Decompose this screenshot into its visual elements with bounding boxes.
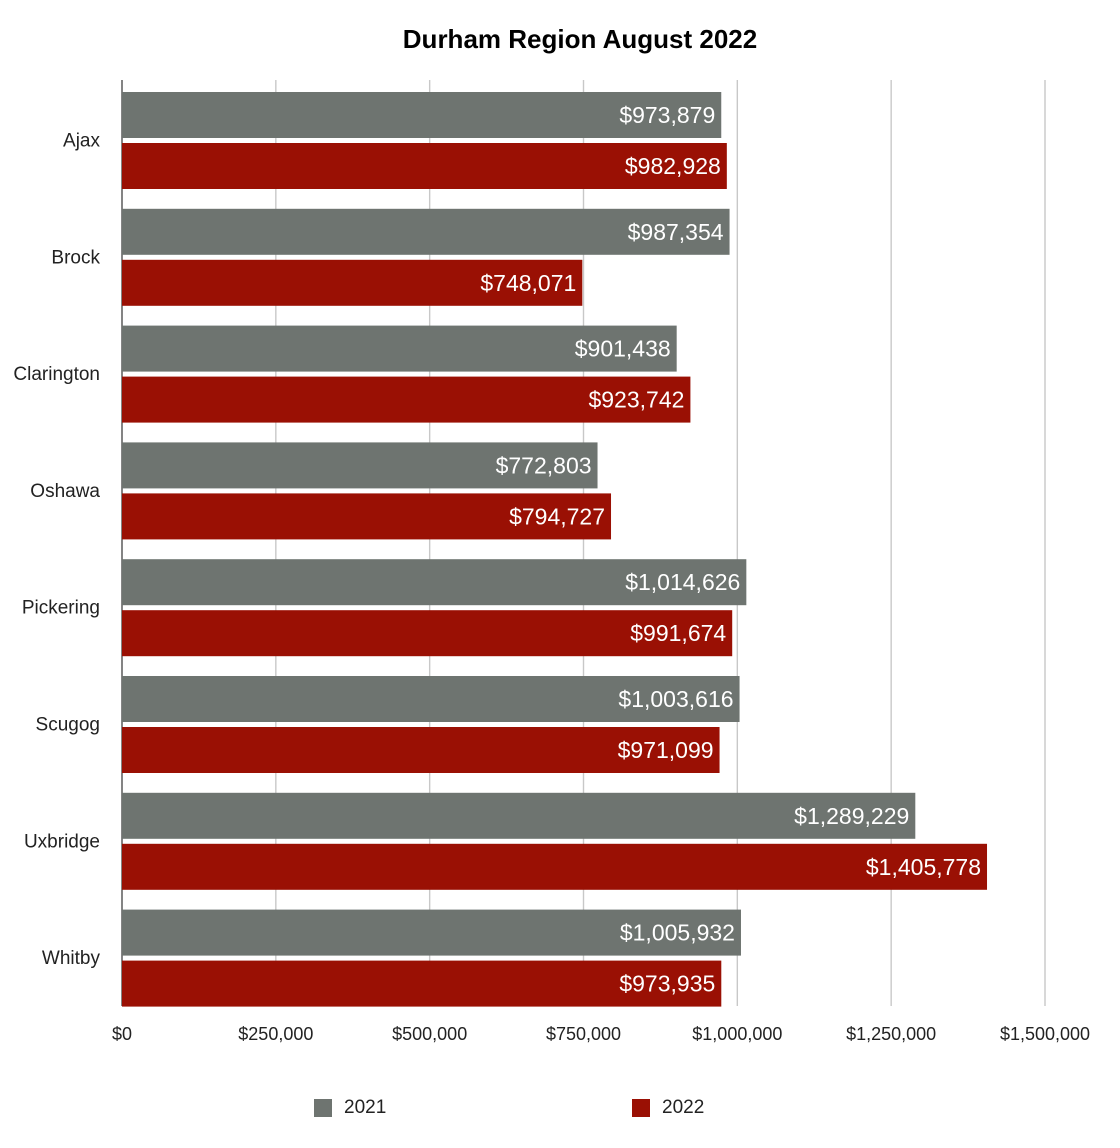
bar-2022-ajax bbox=[122, 143, 727, 189]
x-tick-label: $250,000 bbox=[238, 1024, 313, 1044]
bar-2021-clarington bbox=[122, 325, 677, 372]
data-label: $987,354 bbox=[628, 219, 724, 245]
legend-label-2022: 2022 bbox=[662, 1097, 705, 1118]
bar-2021-brock bbox=[122, 208, 730, 255]
data-label: $772,803 bbox=[496, 452, 592, 478]
bar-2022-oshawa bbox=[122, 493, 612, 540]
data-label: $971,099 bbox=[618, 737, 714, 763]
data-label: $794,727 bbox=[509, 503, 605, 529]
legend-label-2021: 2021 bbox=[344, 1097, 387, 1118]
bar-2022-clarington bbox=[122, 376, 691, 423]
data-label: $1,003,616 bbox=[618, 686, 733, 712]
category-label: Whitby bbox=[42, 948, 101, 969]
data-label: $982,928 bbox=[625, 153, 721, 179]
data-label: $901,438 bbox=[575, 336, 671, 362]
bar-2021-oshawa bbox=[122, 442, 598, 489]
legend-swatch-2021 bbox=[314, 1099, 332, 1117]
legend: 2021 2022 bbox=[0, 1097, 1120, 1125]
plot-area: $0 $250,000 $500,000 $750,000 $1,000,000 $1,2… bbox=[13, 80, 1090, 1044]
data-label: $923,742 bbox=[588, 387, 684, 413]
bar-2021-scugog bbox=[122, 676, 740, 722]
legend-item-2021: 2021 bbox=[314, 1097, 386, 1119]
data-label: $1,005,932 bbox=[620, 920, 735, 946]
bar-2021-whitby bbox=[122, 909, 741, 956]
chart-title: Durham Region August 2022 bbox=[402, 24, 758, 54]
x-tick-label: $500,000 bbox=[392, 1024, 467, 1044]
x-tick-label: $1,500,000 bbox=[1000, 1024, 1090, 1044]
bar-2022-uxbridge bbox=[122, 843, 988, 890]
x-tick-label: $750,000 bbox=[546, 1024, 621, 1044]
legend-item-2022: 2022 bbox=[632, 1097, 704, 1119]
category-label: Uxbridge bbox=[24, 831, 100, 852]
bar-2022-whitby bbox=[122, 960, 722, 1007]
data-label: $991,674 bbox=[630, 620, 726, 646]
data-label: $973,879 bbox=[619, 102, 715, 128]
x-tick-label: $1,250,000 bbox=[846, 1024, 936, 1044]
bar-2022-brock bbox=[122, 259, 583, 306]
bar-2022-scugog bbox=[122, 727, 720, 773]
category-label: Ajax bbox=[63, 131, 100, 152]
category-label: Brock bbox=[51, 247, 100, 268]
legend-swatch-2022 bbox=[632, 1099, 650, 1117]
category-label: Clarington bbox=[13, 364, 100, 385]
data-label: $1,014,626 bbox=[625, 569, 740, 595]
category-label: Pickering bbox=[22, 598, 100, 619]
x-tick-label: $0 bbox=[112, 1024, 132, 1044]
x-tick-label: $1,000,000 bbox=[692, 1024, 782, 1044]
bar-2021-pickering bbox=[122, 559, 747, 606]
category-label: Scugog bbox=[36, 715, 100, 736]
data-label: $973,935 bbox=[619, 971, 715, 997]
bar-2021-ajax bbox=[122, 92, 722, 138]
category-label: Oshawa bbox=[30, 481, 100, 502]
data-label: $748,071 bbox=[480, 270, 576, 296]
bar-2021-uxbridge bbox=[122, 792, 916, 839]
data-label: $1,405,778 bbox=[866, 854, 981, 880]
bar-2022-pickering bbox=[122, 610, 733, 657]
data-label: $1,289,229 bbox=[794, 803, 909, 829]
